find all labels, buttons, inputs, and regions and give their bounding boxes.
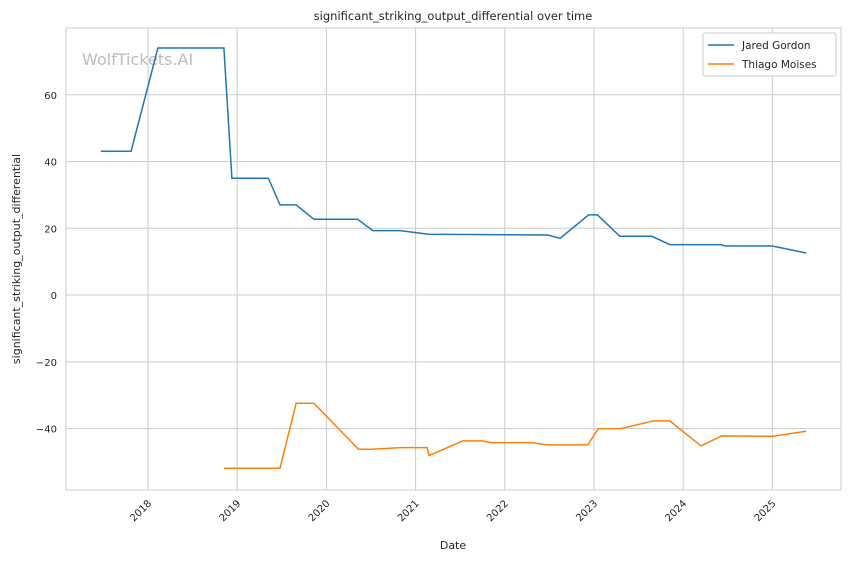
y-tick-label: −40 (36, 425, 57, 436)
x-axis-label: Date (440, 539, 467, 552)
x-tick-label: 2019 (218, 498, 244, 524)
x-tick-label: 2021 (396, 498, 422, 524)
y-tick-label: 20 (44, 224, 57, 235)
x-tick-label: 2018 (128, 498, 154, 524)
y-axis-label: significant_striking_output_differential (10, 154, 23, 364)
x-tick-label: 2025 (753, 498, 779, 524)
chart-title: significant_striking_output_differential… (314, 9, 593, 23)
x-tick-label: 2020 (307, 498, 333, 524)
series-line-thiago-moises (223, 402, 807, 470)
legend-box (702, 32, 837, 77)
series-line-jared-gordon (100, 47, 807, 254)
legend-label: Jared Gordon (741, 40, 811, 52)
plot-frame (65, 27, 842, 491)
watermark: WolfTickets.AI (82, 50, 193, 69)
x-tick-label: 2023 (574, 498, 600, 524)
y-tick-label: 60 (44, 91, 57, 102)
x-tick-label: 2024 (663, 498, 689, 524)
legend-label: Thiago Moises (741, 59, 817, 71)
y-tick-label: 0 (51, 291, 57, 302)
y-tick-label: 40 (44, 158, 57, 169)
legend: Jared Gordon Thiago Moises (702, 32, 837, 77)
x-tick-label: 2022 (485, 498, 511, 524)
y-tick-label: −20 (36, 358, 57, 369)
